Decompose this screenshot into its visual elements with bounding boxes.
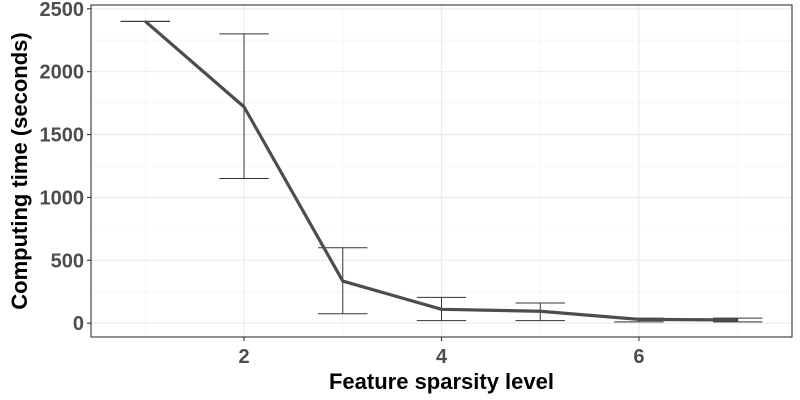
data-lines: [144, 20, 738, 322]
y-tick-label: 1000: [40, 187, 85, 209]
x-tick-label: 6: [633, 346, 644, 368]
error-bars: [120, 20, 763, 323]
y-tick-label: 0: [73, 313, 84, 335]
x-tick-label: 4: [436, 346, 448, 368]
x-tick-label: 2: [238, 346, 249, 368]
y-tick-label: 500: [51, 250, 84, 272]
x-axis-title: Feature sparsity level: [329, 369, 554, 394]
y-tick-label: 2500: [40, 0, 85, 21]
series-line: [144, 20, 738, 322]
y-tick-label: 1500: [40, 125, 85, 147]
y-tick-label: 2000: [40, 62, 85, 84]
y-axis-title: Computing time (seconds): [7, 32, 32, 309]
grid: [91, 5, 792, 337]
axes: 0 500 1000 1500 2000 2500 2 4 6: [40, 0, 645, 368]
